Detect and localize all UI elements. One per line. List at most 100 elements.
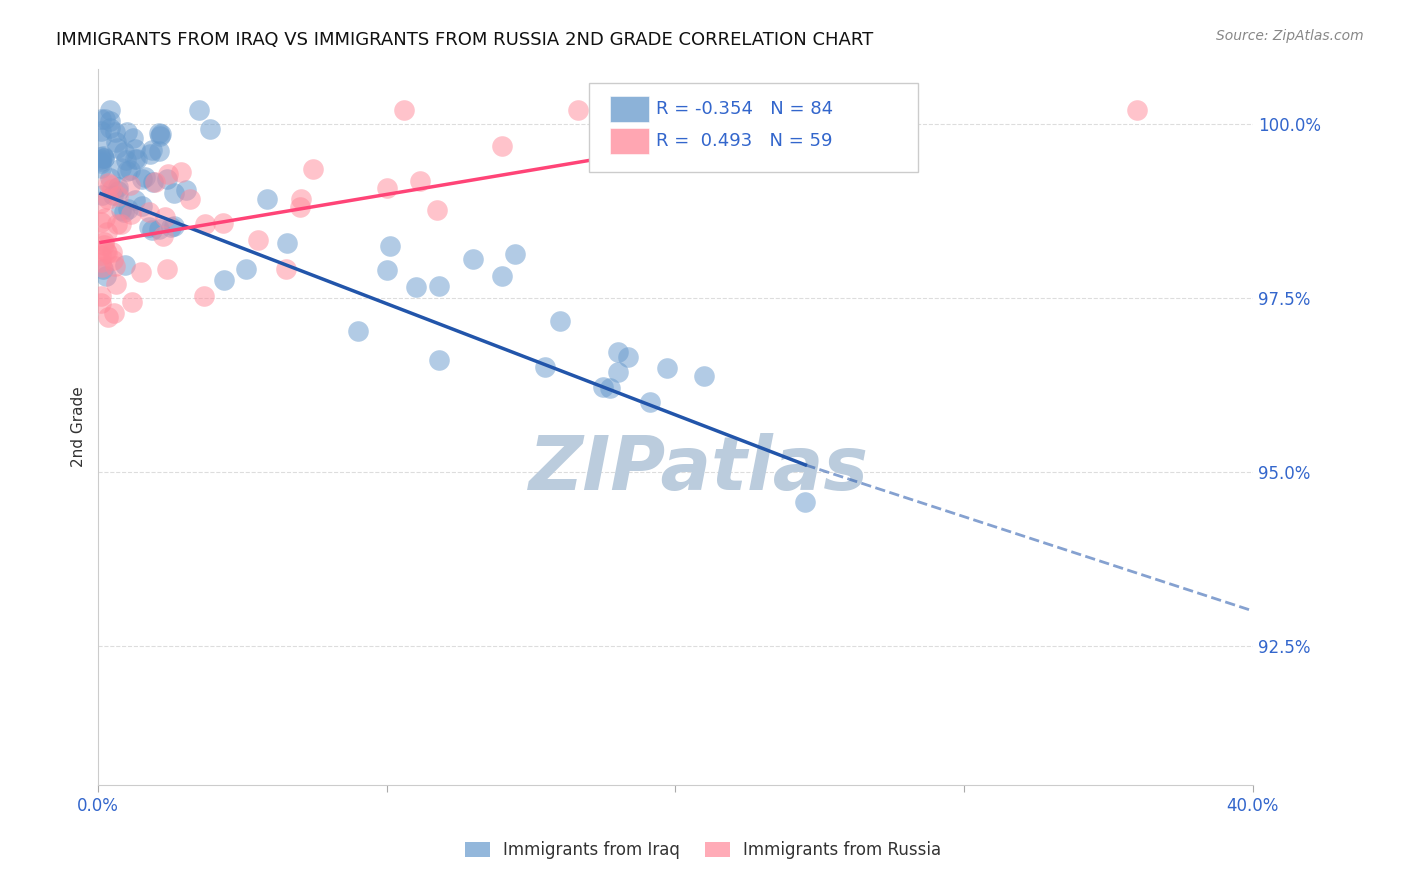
- Point: [288, 200, 311, 214]
- Point: [276, 235, 298, 250]
- Point: [98, 120, 121, 135]
- Point: [104, 125, 127, 139]
- Point: [274, 262, 297, 277]
- Point: [139, 147, 162, 161]
- Point: [150, 127, 173, 141]
- Point: [426, 202, 449, 217]
- Point: [110, 217, 132, 231]
- Point: [98, 103, 121, 118]
- Point: [148, 144, 170, 158]
- Point: [212, 272, 235, 286]
- Point: [107, 184, 129, 198]
- Point: [1126, 103, 1149, 118]
- Point: [429, 353, 451, 368]
- Point: [157, 168, 180, 182]
- Point: [90, 150, 112, 164]
- Point: [101, 181, 124, 195]
- Point: [90, 195, 112, 210]
- Text: R =  0.493   N = 59: R = 0.493 N = 59: [655, 132, 832, 150]
- Point: [751, 103, 773, 118]
- Point: [156, 172, 179, 186]
- Point: [534, 359, 557, 374]
- FancyBboxPatch shape: [610, 96, 650, 122]
- Point: [96, 225, 118, 239]
- Point: [392, 103, 415, 118]
- Point: [94, 112, 117, 126]
- Point: [94, 244, 117, 258]
- Point: [107, 180, 129, 194]
- Point: [90, 152, 112, 166]
- Point: [115, 164, 138, 178]
- Point: [112, 205, 135, 219]
- Point: [103, 187, 125, 202]
- Point: [93, 237, 115, 252]
- Point: [110, 161, 132, 175]
- Point: [491, 139, 513, 153]
- Point: [90, 130, 112, 145]
- Point: [118, 178, 141, 192]
- Point: [93, 261, 115, 276]
- Point: [104, 277, 127, 292]
- Point: [114, 258, 136, 272]
- Point: [105, 217, 128, 231]
- Point: [194, 218, 217, 232]
- Point: [115, 153, 138, 167]
- Point: [153, 210, 176, 224]
- Point: [302, 161, 325, 176]
- Text: ZIPatlas: ZIPatlas: [529, 434, 869, 506]
- Point: [141, 223, 163, 237]
- Point: [246, 233, 269, 247]
- Point: [90, 247, 112, 261]
- Point: [174, 183, 197, 197]
- Point: [107, 189, 129, 203]
- Point: [163, 186, 186, 200]
- Point: [94, 268, 117, 283]
- Point: [505, 246, 527, 260]
- Point: [378, 238, 401, 252]
- Point: [138, 204, 160, 219]
- Point: [638, 394, 661, 409]
- Point: [567, 103, 589, 118]
- Point: [94, 211, 117, 225]
- Point: [179, 193, 201, 207]
- Text: IMMIGRANTS FROM IRAQ VS IMMIGRANTS FROM RUSSIA 2ND GRADE CORRELATION CHART: IMMIGRANTS FROM IRAQ VS IMMIGRANTS FROM …: [56, 31, 873, 49]
- Point: [129, 265, 152, 279]
- Point: [122, 131, 145, 145]
- Y-axis label: 2nd Grade: 2nd Grade: [72, 386, 86, 467]
- Point: [212, 216, 235, 230]
- Point: [90, 289, 112, 303]
- FancyBboxPatch shape: [610, 128, 650, 153]
- Point: [91, 260, 114, 275]
- Point: [90, 153, 112, 168]
- Point: [118, 162, 141, 177]
- Point: [97, 176, 120, 190]
- Point: [105, 140, 128, 154]
- Point: [156, 262, 179, 277]
- Point: [592, 380, 614, 394]
- Point: [93, 151, 115, 165]
- Point: [115, 125, 138, 139]
- Point: [131, 171, 153, 186]
- Point: [200, 122, 222, 136]
- Point: [101, 245, 124, 260]
- Point: [145, 175, 167, 189]
- Point: [427, 279, 450, 293]
- Point: [121, 295, 143, 310]
- Point: [550, 314, 572, 328]
- Point: [148, 221, 170, 235]
- Point: [120, 207, 142, 221]
- Point: [90, 112, 112, 127]
- Point: [655, 360, 678, 375]
- Point: [124, 152, 146, 166]
- Point: [491, 268, 513, 283]
- Point: [96, 245, 118, 260]
- Point: [149, 129, 172, 144]
- Point: [463, 252, 485, 266]
- Point: [188, 103, 211, 118]
- Point: [131, 199, 153, 213]
- Point: [98, 171, 121, 186]
- Point: [606, 364, 628, 378]
- Point: [617, 350, 640, 364]
- Point: [124, 193, 146, 207]
- Point: [148, 126, 170, 140]
